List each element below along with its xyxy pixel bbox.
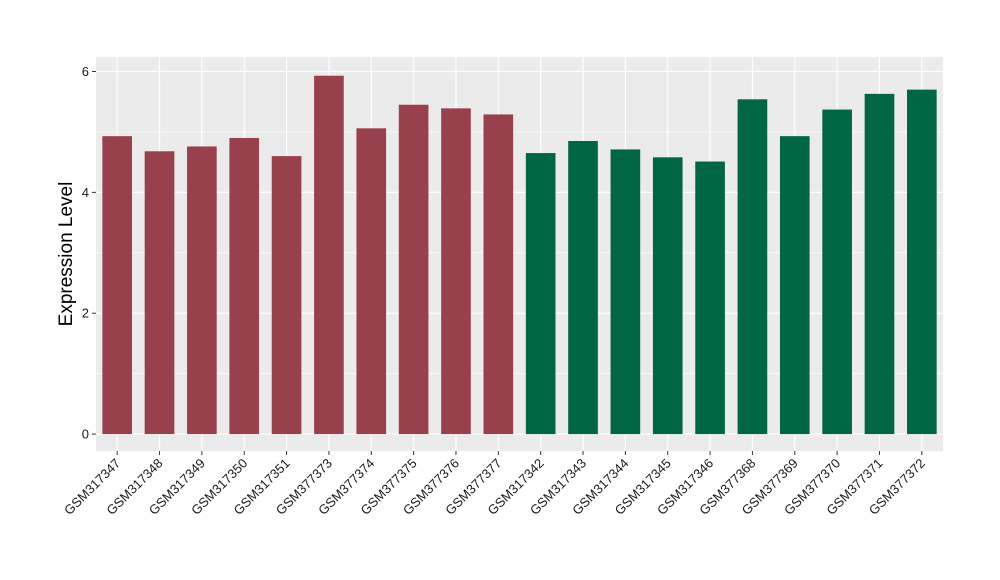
bar-GSM377375 [398,104,429,435]
bar-GSM377374 [356,128,387,435]
bar-GSM317344 [610,149,641,435]
bar-GSM377368 [737,99,768,435]
bar-GSM377376 [441,108,471,435]
bar-GSM317343 [568,140,598,435]
bar-GSM317347 [102,136,132,435]
bars [102,75,937,435]
plot-panel [96,57,943,451]
bar-GSM377371 [864,93,895,435]
y-axis: 0 2 4 6 [82,64,96,442]
bar-GSM317342 [525,153,556,435]
bar-GSM377373 [314,75,344,435]
bar-GSM377370 [822,109,852,435]
y-axis-title: Expression Level [56,182,77,327]
bar-GSM317345 [652,157,683,435]
bar-GSM317348 [144,151,175,435]
y-tick-label: 0 [82,427,89,442]
bar-GSM377372 [907,89,937,435]
bar-GSM317350 [229,137,260,435]
bar-GSM317351 [271,156,302,435]
bar-GSM377369 [779,136,810,435]
y-tick-label: 4 [82,185,89,200]
y-tick-label: 2 [82,306,89,321]
x-axis: GSM317347GSM317348GSM317349GSM317350GSM3… [61,451,928,518]
bar-GSM317349 [187,146,217,435]
y-tick-label: 6 [82,64,89,79]
bar-GSM317346 [695,161,725,435]
bar-GSM377377 [483,114,514,435]
